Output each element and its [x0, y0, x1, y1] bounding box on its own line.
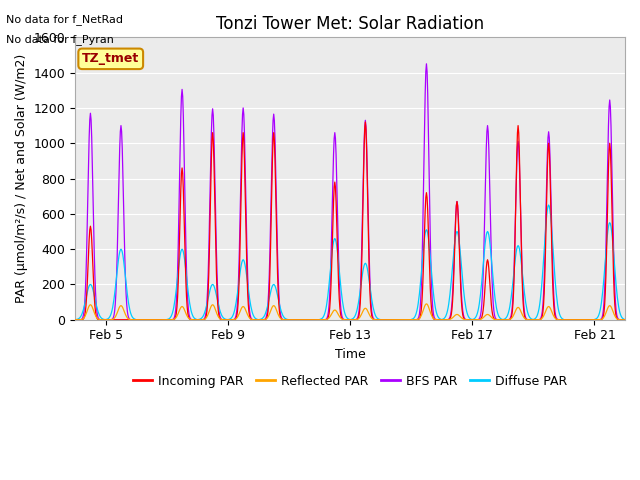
- Legend: Incoming PAR, Reflected PAR, BFS PAR, Diffuse PAR: Incoming PAR, Reflected PAR, BFS PAR, Di…: [128, 370, 572, 393]
- Text: No data for f_Pyran: No data for f_Pyran: [6, 34, 115, 45]
- Text: No data for f_NetRad: No data for f_NetRad: [6, 14, 124, 25]
- X-axis label: Time: Time: [335, 348, 365, 361]
- Text: TZ_tmet: TZ_tmet: [82, 52, 140, 65]
- Y-axis label: PAR (μmol/m²/s) / Net and Solar (W/m2): PAR (μmol/m²/s) / Net and Solar (W/m2): [15, 54, 28, 303]
- Title: Tonzi Tower Met: Solar Radiation: Tonzi Tower Met: Solar Radiation: [216, 15, 484, 33]
